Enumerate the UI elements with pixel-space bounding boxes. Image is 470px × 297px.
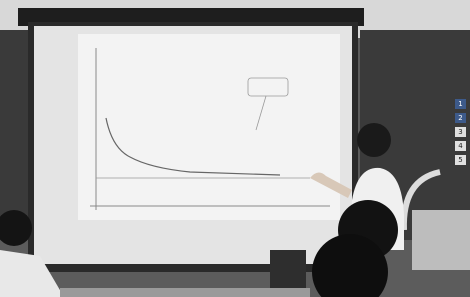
page: 12345 (() => { const data = JSON.parse(d… [0, 0, 470, 297]
presenter-head [357, 123, 391, 157]
photo: 1 2 3 4 5 [0, 0, 470, 297]
projected-slide [78, 34, 340, 220]
board-label: 5 [458, 156, 462, 164]
board-label: 2 [458, 114, 462, 122]
board-label: 1 [458, 100, 462, 108]
equipment [412, 210, 470, 270]
blackboard-left [0, 30, 30, 240]
board-label: 4 [458, 142, 463, 150]
board-label: 3 [458, 128, 462, 136]
board-labels: 1 2 3 4 5 [455, 99, 466, 165]
desk [60, 288, 310, 297]
